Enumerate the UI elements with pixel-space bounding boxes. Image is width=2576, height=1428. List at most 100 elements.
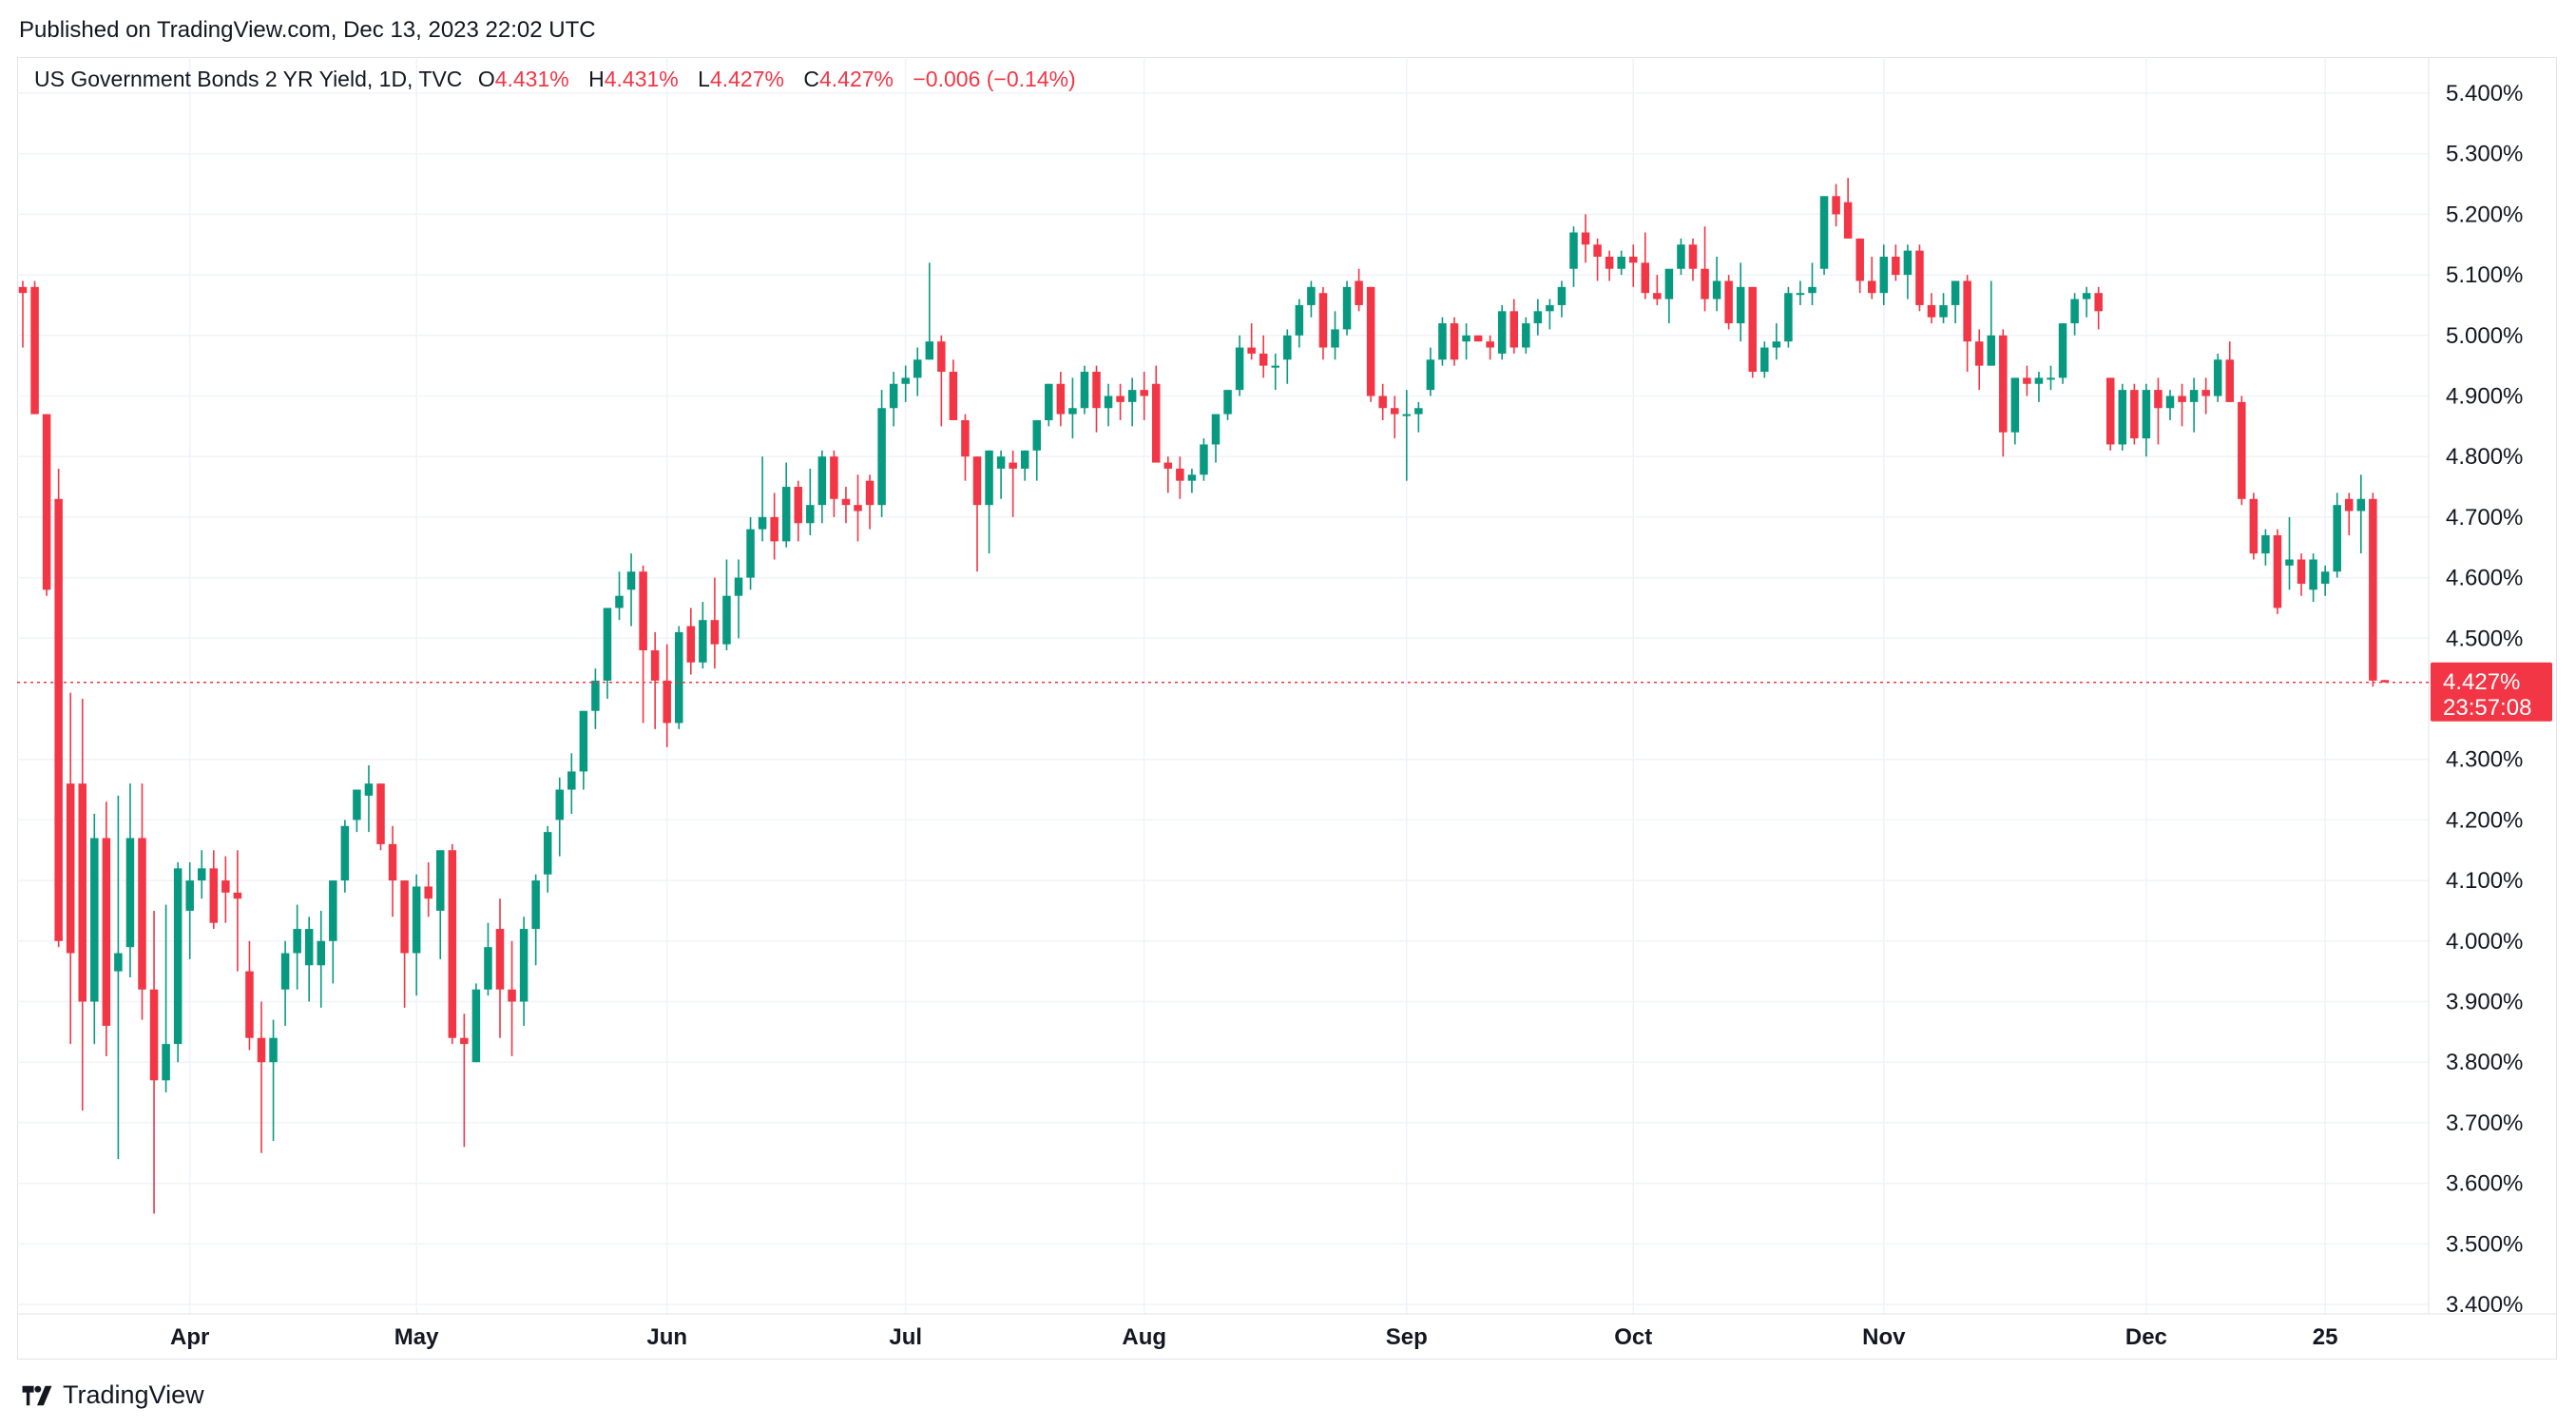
candle-body: [1283, 335, 1292, 360]
candle: [2380, 680, 2390, 683]
price-axis[interactable]: 5.400% 5.300% 5.200% 5.100% 5.000% 4.900% 4.80…: [2446, 81, 2523, 1318]
candle: [388, 825, 397, 917]
candle-body: [1796, 293, 1805, 296]
candle: [1546, 299, 1554, 330]
candle-body: [1247, 347, 1256, 354]
candle: [1127, 377, 1137, 427]
y-tick-label: 3.400%: [2446, 1292, 2523, 1318]
candle: [173, 861, 183, 1063]
candle: [245, 940, 254, 1051]
time-axis[interactable]: Apr May Jun Jul Aug Sep Oct Nov Dec 25: [170, 1324, 2337, 1350]
candle: [1987, 280, 1995, 366]
candle: [1605, 250, 1614, 281]
candle-body: [1342, 286, 1352, 330]
candle: [1879, 244, 1889, 305]
candle: [2094, 286, 2103, 330]
candle: [650, 631, 660, 729]
candle: [1509, 299, 1518, 354]
candle: [221, 856, 230, 923]
candle: [1486, 335, 1494, 360]
candle-body: [1366, 286, 1375, 396]
candle: [1342, 280, 1352, 336]
candle: [1629, 244, 1638, 287]
candle: [198, 850, 206, 899]
candle: [1438, 317, 1447, 366]
candle-body: [2082, 293, 2091, 299]
candle-body: [1951, 280, 1960, 305]
candle-body: [1235, 347, 1244, 391]
candle-body: [1868, 280, 1876, 294]
open-value: 4.431%: [494, 67, 569, 91]
candle: [508, 940, 516, 1056]
x-tick-label: Sep: [1386, 1324, 1428, 1350]
candle: [471, 983, 481, 1063]
candle-body: [54, 498, 63, 941]
candle-body: [1331, 329, 1339, 348]
symbol-title[interactable]: US Government Bonds 2 YR Yield, 1D, TVC: [34, 67, 463, 91]
candle-body: [543, 832, 552, 875]
candle: [1701, 226, 1709, 312]
candle-body: [1522, 323, 1530, 348]
candle-body: [770, 516, 779, 542]
candle: [30, 280, 39, 415]
candle-body: [615, 595, 624, 608]
candle-body: [1688, 244, 1698, 269]
candle: [2369, 492, 2377, 687]
candle-body: [1438, 323, 1447, 360]
candle-body: [1318, 293, 1328, 348]
candle-body: [1605, 256, 1614, 269]
candle-body: [1187, 474, 1197, 481]
candle: [1892, 244, 1900, 281]
candle: [1068, 377, 1077, 439]
candle-body: [1391, 408, 1399, 415]
candle: [794, 480, 802, 542]
candle-body: [1879, 256, 1889, 294]
candle: [1593, 238, 1602, 281]
candle: [1832, 183, 1840, 227]
candle-body: [436, 850, 445, 911]
candle: [1295, 299, 1304, 348]
candle: [1855, 238, 1864, 294]
candle: [841, 487, 851, 524]
candle-body: [293, 929, 301, 954]
candle-body: [209, 868, 219, 923]
candle-body: [1056, 383, 1066, 415]
footer-brand[interactable]: TradingView: [19, 1380, 204, 1410]
candle-body: [1211, 414, 1221, 445]
candle-body: [806, 505, 815, 524]
candle: [1843, 178, 1853, 239]
x-tick-label: Aug: [1122, 1324, 1166, 1350]
candle: [1283, 329, 1292, 384]
candle-body: [1927, 304, 1936, 318]
candle-body: [1772, 341, 1781, 348]
candle-body: [1664, 268, 1674, 299]
candle-body: [2070, 299, 2079, 324]
candle: [770, 492, 779, 560]
candle-body: [1915, 250, 1924, 305]
close-value: 4.427%: [818, 67, 894, 91]
candle-body: [1987, 335, 1995, 366]
candle-body: [626, 571, 636, 590]
candle: [114, 795, 123, 1160]
candle-body: [471, 989, 481, 1063]
candle-body: [1497, 311, 1507, 354]
candle: [102, 801, 111, 1056]
candle-body: [221, 880, 230, 893]
candle-body: [567, 771, 576, 790]
candle-body: [531, 880, 540, 930]
candle: [519, 917, 529, 1026]
candle-body: [1259, 353, 1268, 366]
candle: [1163, 456, 1173, 493]
x-tick-label: Jul: [889, 1324, 922, 1350]
candle: [149, 910, 159, 1214]
candle: [2118, 383, 2127, 451]
candle: [1259, 335, 1268, 378]
candle: [1200, 438, 1208, 481]
candle-body: [781, 487, 791, 542]
candle-body: [42, 414, 51, 590]
candle: [746, 516, 755, 590]
candle-body: [376, 783, 385, 844]
candle: [2154, 377, 2163, 445]
candle: [961, 414, 970, 481]
